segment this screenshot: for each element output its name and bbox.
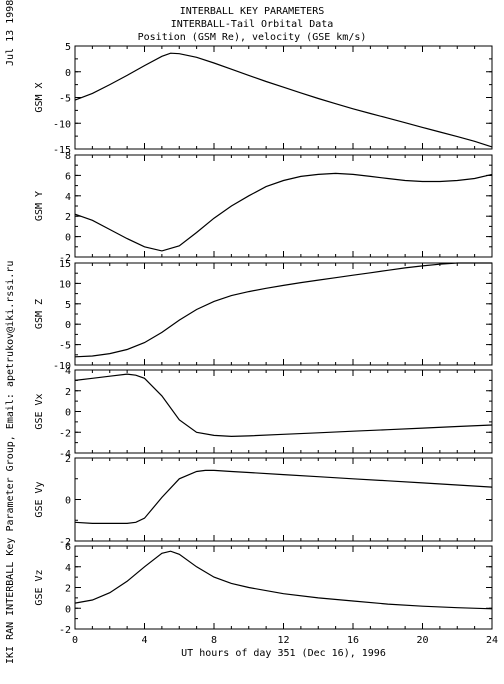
y-tick-label: 4 [65, 563, 71, 574]
chart-subtitle-units: Position (GSM Re), velocity (GSE km/s) [137, 32, 367, 43]
y-tick-label: -2 [59, 625, 71, 636]
y-tick-label: 4 [65, 192, 71, 203]
chart-subtitle: INTERBALL-Tail Orbital Data [170, 19, 334, 30]
y-tick-label: 2 [65, 212, 71, 223]
series-line [74, 172, 493, 252]
y-tick-label: 0 [65, 604, 71, 615]
y-tick-label: 0 [65, 320, 71, 331]
y-axis-label: GSM Y [34, 191, 45, 221]
y-tick-label: -10 [53, 361, 71, 372]
y-axis-label: GSM X [34, 82, 45, 112]
x-tick-label: 20 [416, 635, 428, 646]
chart-title: INTERBALL KEY PARAMETERS [179, 6, 325, 17]
series-line [74, 550, 493, 610]
y-tick-label: 2 [65, 584, 71, 595]
y-axis-label: GSE Vx [34, 393, 45, 429]
panel-frame [74, 45, 493, 150]
y-tick-label: -2 [59, 537, 71, 548]
y-tick-label: 5 [65, 42, 71, 53]
panel-frame [74, 545, 493, 630]
y-tick-label: -5 [59, 341, 71, 352]
series-line [74, 52, 493, 148]
y-axis-label: GSE Vz [34, 569, 45, 605]
x-tick-label: 4 [141, 635, 147, 646]
y-tick-label: 0 [65, 68, 71, 79]
x-tick-label: 0 [72, 635, 78, 646]
panel-frame [74, 457, 493, 542]
y-axis-label: GSM Z [34, 299, 45, 329]
series-line [74, 373, 493, 438]
y-tick-label: 4 [65, 366, 71, 377]
y-tick-label: 0 [65, 408, 71, 419]
y-tick-label: 2 [65, 454, 71, 465]
y-tick-label: 8 [65, 151, 71, 162]
x-tick-label: 24 [486, 635, 498, 646]
x-axis-label: UT hours of day 351 (Dec 16), 1996 [181, 648, 386, 659]
y-tick-label: 6 [65, 542, 71, 553]
y-tick-label: 5 [65, 300, 71, 311]
y-tick-label: 2 [65, 387, 71, 398]
y-tick-label: -15 [53, 145, 71, 156]
y-tick-label: 0 [65, 233, 71, 244]
y-tick-label: -2 [59, 253, 71, 264]
y-tick-label: -4 [59, 449, 71, 460]
x-tick-label: 8 [211, 635, 217, 646]
panel-frame [74, 369, 493, 454]
y-tick-label: 0 [65, 496, 71, 507]
y-tick-label: 6 [65, 171, 71, 182]
y-tick-label: -2 [59, 428, 71, 439]
panel-frame [74, 262, 493, 366]
y-tick-label: -5 [59, 94, 71, 105]
y-tick-label: 10 [59, 279, 71, 290]
y-tick-label: -10 [53, 119, 71, 130]
panel-frame [74, 154, 493, 258]
x-tick-label: 16 [347, 635, 359, 646]
series-line [74, 469, 493, 525]
series-line [74, 262, 492, 358]
x-tick-label: 12 [277, 635, 289, 646]
y-tick-label: 15 [59, 259, 71, 270]
y-axis-label: GSE Vy [34, 481, 45, 517]
